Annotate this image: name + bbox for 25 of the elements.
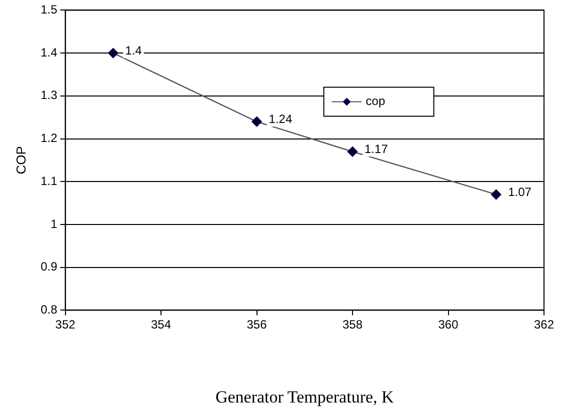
y-tick-label: 1.1: [40, 174, 58, 188]
point: [347, 146, 358, 157]
point: [252, 116, 262, 127]
x-tick-label: 360: [438, 318, 459, 332]
data-label: 1.17: [364, 142, 388, 156]
y-tick-label: 1.2: [40, 131, 58, 146]
point: [491, 189, 502, 200]
data-label: 1.24: [268, 112, 292, 126]
y-tick-label: 1.4: [40, 45, 58, 60]
x-tick-label: 356: [246, 318, 268, 332]
x-tick-label: 362: [534, 318, 554, 332]
data-label: 1.4: [125, 43, 142, 58]
y-tick-label: 1.5: [40, 2, 58, 17]
y-axis-title: COP: [13, 146, 28, 174]
y-tick-label: 0.9: [40, 260, 58, 274]
x-tick-label: 352: [55, 318, 76, 332]
data-label: 1.07: [508, 184, 532, 199]
x-tick-label: 358: [342, 318, 363, 332]
y-tick-label: 0.8: [40, 302, 58, 317]
point: [108, 48, 118, 58]
y-tick-label: 1: [50, 216, 58, 231]
x-tick-label: 354: [151, 318, 172, 332]
legend-label: cop: [366, 94, 386, 108]
x-axis-title: Generator Temperature, K: [215, 387, 395, 406]
y-tick-label: 1.3: [40, 88, 58, 102]
